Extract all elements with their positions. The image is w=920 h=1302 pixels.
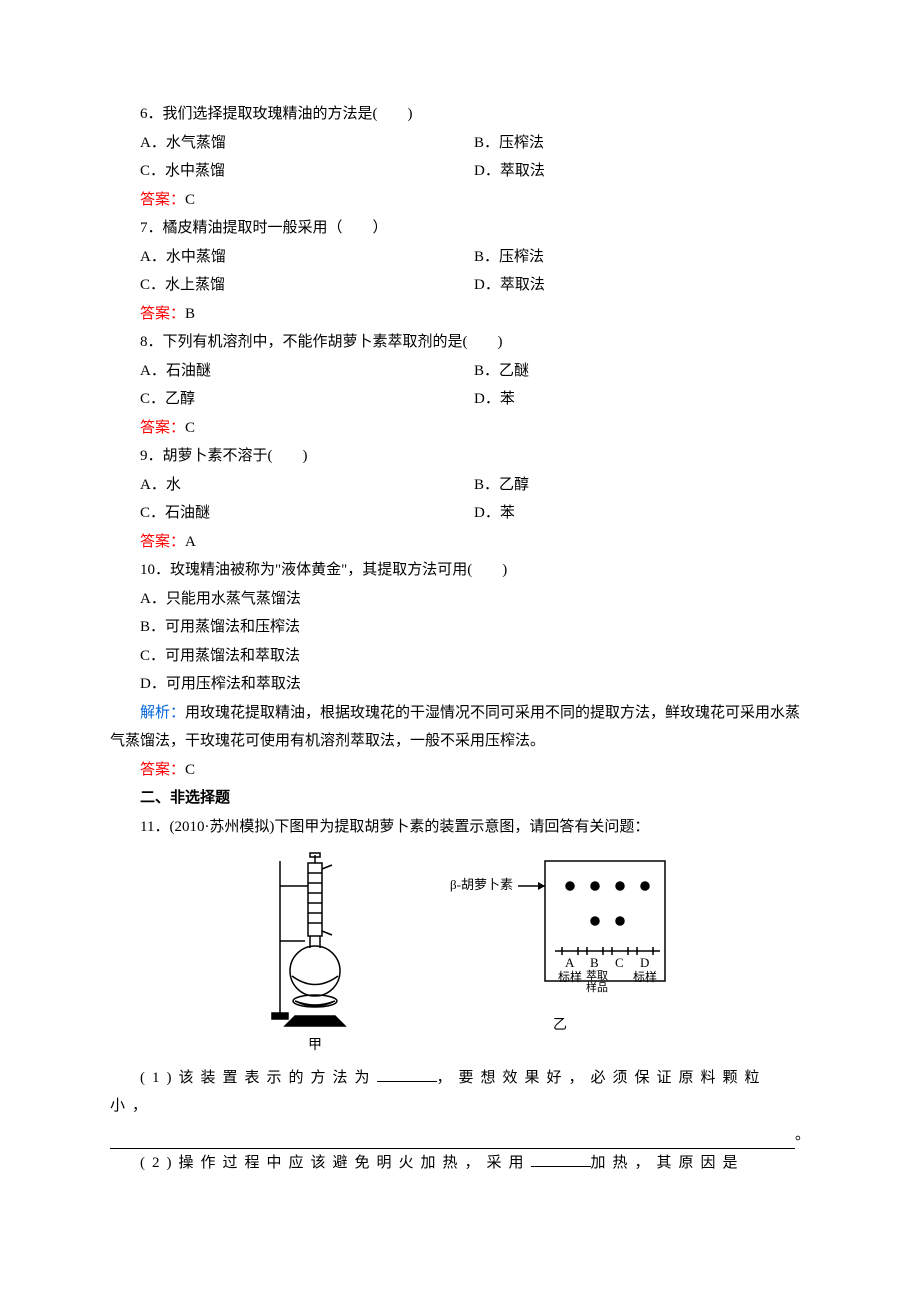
q10-answer: 答案：C <box>110 756 810 785</box>
answer-label: 答案： <box>140 306 185 322</box>
q11-stem: 11．(2010·苏州模拟)下图甲为提取胡萝卜素的装置示意图，请回答有关问题： <box>110 813 810 842</box>
answer-label: 答案： <box>140 192 185 208</box>
fill-blank[interactable] <box>377 1066 437 1082</box>
answer-label: 答案： <box>140 534 185 550</box>
answer-label: 答案： <box>140 420 185 436</box>
q11-sub2: (2)操作过程中应该避免明火加热，采用 加热，其原因是 <box>110 1149 810 1178</box>
q9-optD: D．苯 <box>474 499 810 528</box>
fill-blank-long[interactable] <box>110 1127 795 1149</box>
q8-optC: C．乙醇 <box>110 385 474 414</box>
q8-answer: 答案：C <box>110 414 810 443</box>
q10-explain: 解析：用玫瑰花提取精油，根据玫瑰花的干湿情况不同可采用不同的提取方法，鲜玫瑰花可… <box>110 699 810 756</box>
answer-label: 答案： <box>140 762 185 778</box>
q6-optB: B．压榨法 <box>474 129 810 158</box>
fill-blank[interactable] <box>531 1151 591 1167</box>
xsub-1a: 萃取 <box>586 969 608 982</box>
q7-stem: 7．橘皮精油提取时一般采用（ ） <box>110 214 810 243</box>
answer-value: A <box>185 534 196 550</box>
q7-optB: B．压榨法 <box>474 243 810 272</box>
xtick-C: C <box>615 955 624 970</box>
explain-label: 解析： <box>140 705 185 721</box>
q6-optC: C．水中蒸馏 <box>110 157 474 186</box>
q9-optB: B．乙醇 <box>474 471 810 500</box>
q11-sub1: (1)该装置表示的方法为，要想效果好，必须保证原料颗粒小， <box>110 1064 810 1121</box>
q10-optB: B．可用蒸馏法和压榨法 <box>110 613 810 642</box>
q9-stem: 9．胡萝卜素不溶于( ) <box>110 442 810 471</box>
q11-sub1-a: (1)该装置表示的方法为 <box>140 1070 377 1086</box>
xsub-0: 标样 <box>558 969 582 984</box>
q7-optD: D．萃取法 <box>474 271 810 300</box>
q10-stem: 10．玫瑰精油被称为"液体黄金"，其提取方法可用( ) <box>110 556 810 585</box>
figure-jia: 甲 <box>250 851 380 1060</box>
q9-answer: 答案：A <box>110 528 810 557</box>
page: 6．我们选择提取玫瑰精油的方法是( ) A．水气蒸馏 B．压榨法 C．水中蒸馏 … <box>0 0 920 1302</box>
q6-stem: 6．我们选择提取玫瑰精油的方法是( ) <box>110 100 810 129</box>
figure-yi: β-胡萝卜素 A B C D 标样 萃取 样品 标样 乙 <box>450 851 670 1060</box>
q6-optA: A．水气蒸馏 <box>110 129 474 158</box>
q7-answer: 答案：B <box>110 300 810 329</box>
xtick-A: A <box>565 955 575 970</box>
q7-optC: C．水上蒸馏 <box>110 271 474 300</box>
q9-optA: A．水 <box>110 471 474 500</box>
chromatography-icon: β-胡萝卜素 A B C D 标样 萃取 样品 标样 <box>450 851 670 1011</box>
q7-optA: A．水中蒸馏 <box>110 243 474 272</box>
q11-figures: 甲 <box>110 851 810 1060</box>
section2-title: 二、非选择题 <box>110 784 810 813</box>
q6-answer: 答案：C <box>110 186 810 215</box>
xsub-2: 标样 <box>633 969 657 984</box>
q10-optC: C．可用蒸馏法和萃取法 <box>110 642 810 671</box>
q8-optD: D．苯 <box>474 385 810 414</box>
q11-sub2-a: (2)操作过程中应该避免明火加热，采用 <box>140 1155 531 1171</box>
figure-yi-caption: 乙 <box>553 1013 567 1040</box>
q8-stem: 8．下列有机溶剂中，不能作胡萝卜素萃取剂的是( ) <box>110 328 810 357</box>
beta-label: β-胡萝卜素 <box>450 877 513 892</box>
q8-optA: A．石油醚 <box>110 357 474 386</box>
figure-jia-caption: 甲 <box>308 1033 322 1060</box>
xsub-1b: 样品 <box>586 980 608 994</box>
q11-sub1-blankline: 。 <box>110 1121 810 1150</box>
q6-optD: D．萃取法 <box>474 157 810 186</box>
answer-value: B <box>185 306 195 322</box>
q11-sub1-tail: 。 <box>795 1121 810 1150</box>
explain-text: 用玫瑰花提取精油，根据玫瑰花的干湿情况不同可采用不同的提取方法，鲜玫瑰花可采用水… <box>110 705 800 750</box>
xtick-D: D <box>640 955 649 970</box>
q9-optC: C．石油醚 <box>110 499 474 528</box>
apparatus-icon <box>250 851 380 1031</box>
answer-value: C <box>185 192 195 208</box>
xtick-B: B <box>590 955 599 970</box>
q8-optB: B．乙醚 <box>474 357 810 386</box>
answer-value: C <box>185 420 195 436</box>
q10-optD: D．可用压榨法和萃取法 <box>110 670 810 699</box>
answer-value: C <box>185 762 195 778</box>
q11-sub2-b: 加热，其原因是 <box>591 1155 745 1171</box>
q10-optA: A．只能用水蒸气蒸馏法 <box>110 585 810 614</box>
